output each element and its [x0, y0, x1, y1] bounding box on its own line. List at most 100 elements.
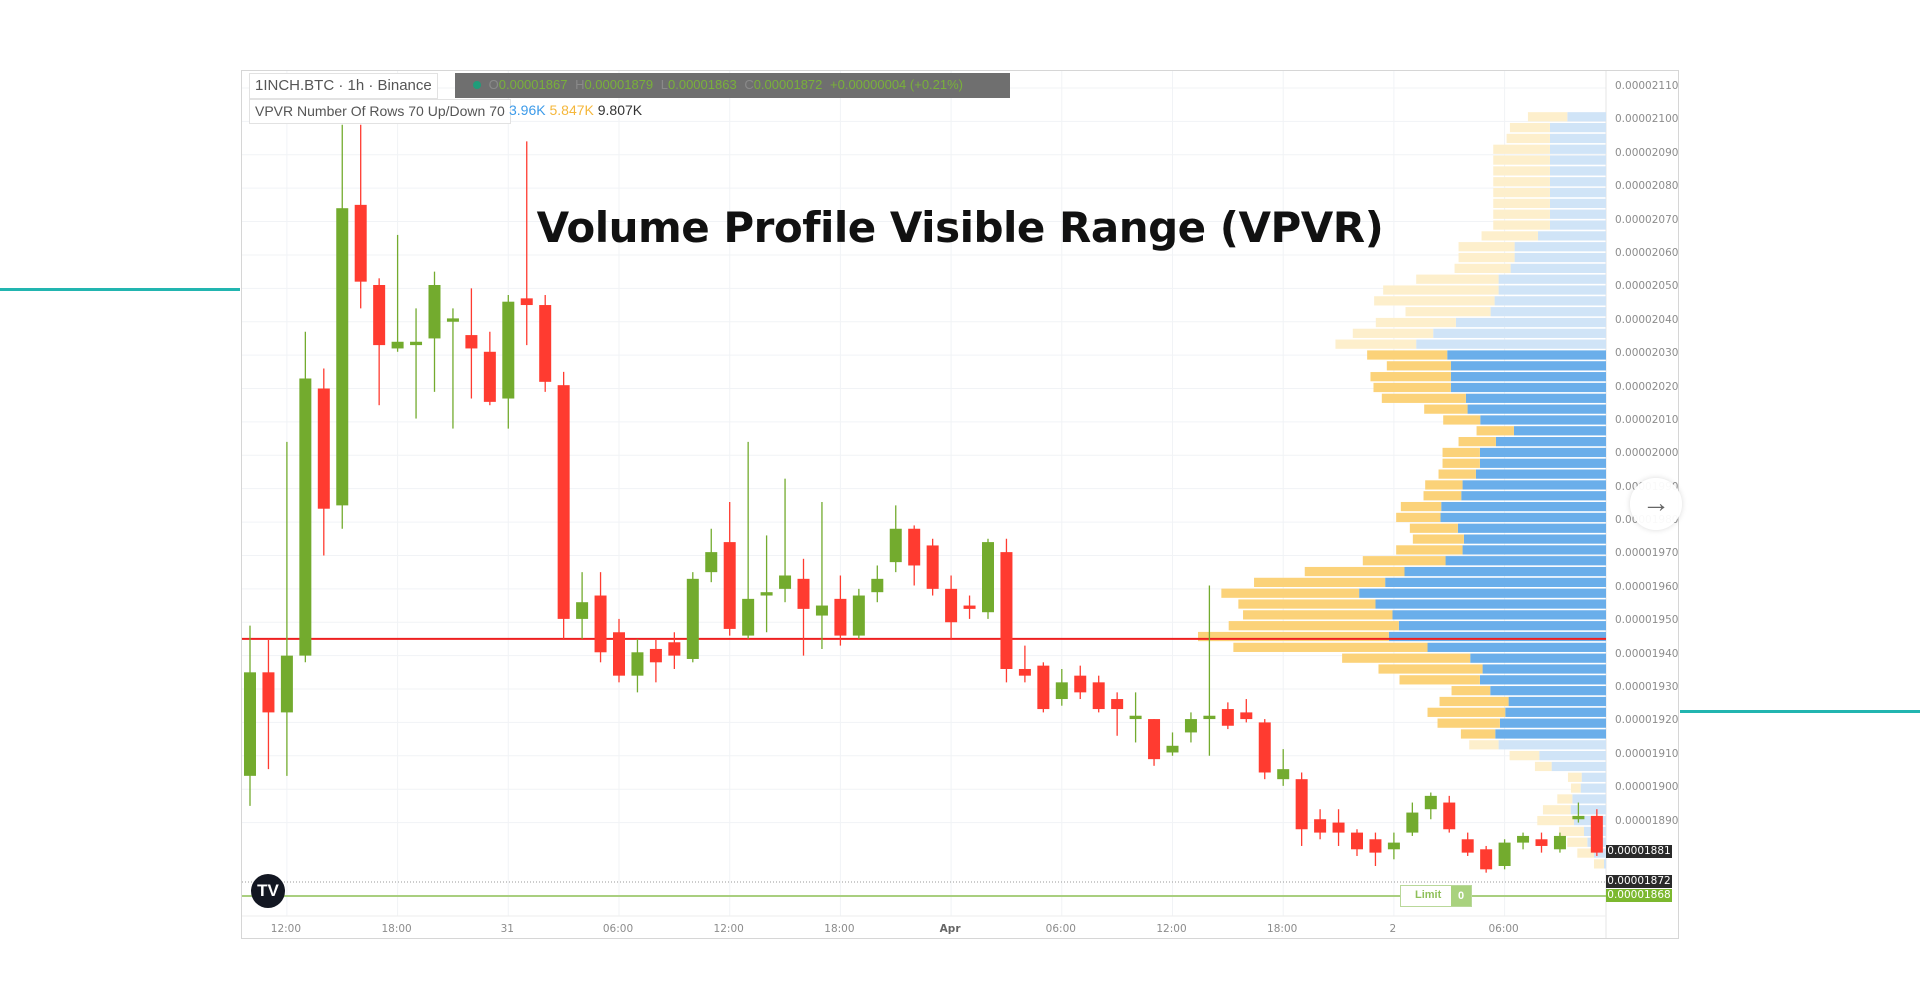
candle-body-down: [520, 298, 533, 306]
vp-row-up-bar: [1392, 610, 1606, 620]
candle-body-up: [244, 672, 256, 776]
vp-row-down-bar: [1228, 621, 1399, 631]
vp-row-up-bar: [1593, 848, 1606, 858]
vp-row-up-bar: [1549, 155, 1606, 165]
vp-row-up-bar: [1537, 231, 1606, 241]
vp-row-down-bar: [1254, 577, 1386, 588]
vp-row-down-bar: [1374, 296, 1495, 306]
tradingview-logo[interactable]: TV: [251, 874, 285, 908]
vp-row-down-bar: [1370, 372, 1451, 382]
chart-plot[interactable]: [242, 71, 1679, 939]
candle-body-down: [1590, 815, 1603, 853]
chart-frame[interactable]: [241, 70, 1679, 939]
vp-row-down-bar: [1458, 242, 1515, 252]
vp-row-down-bar: [1378, 664, 1483, 674]
vp-row-down-bar: [1458, 437, 1496, 447]
vp-row-up-bar: [1398, 621, 1606, 631]
candle-body-down: [963, 605, 976, 609]
vp-row-up-bar: [1581, 772, 1606, 782]
candle-body-up: [1166, 745, 1179, 753]
vp-row-down-bar: [1427, 707, 1506, 717]
scroll-to-realtime-arrow-icon[interactable]: →: [1630, 478, 1682, 530]
vp-row-up-bar: [1490, 307, 1606, 317]
candle-body-down: [834, 598, 847, 636]
candle-body-down: [1258, 722, 1271, 773]
candle-body-down: [926, 545, 939, 589]
limit-order-label[interactable]: Limit 0: [1400, 885, 1472, 907]
candle-body-down: [354, 204, 367, 282]
vp-row-down-bar: [1537, 815, 1574, 826]
candle-body-up: [1498, 842, 1511, 866]
vp-row-up-bar: [1510, 263, 1606, 273]
vp-row-up-bar: [1427, 642, 1606, 652]
time-tick-label: 06:00: [1488, 923, 1519, 935]
vp-row-up-bar: [1461, 491, 1606, 501]
price-tick-label: 0.00002100: [1615, 113, 1679, 126]
vp-row-down-bar: [1469, 740, 1499, 750]
indicator-values: 3.96K 5.847K 9.807K: [509, 102, 642, 118]
vp-row-down-bar: [1412, 534, 1464, 544]
high-key: H: [575, 77, 585, 92]
vp-row-up-bar: [1482, 664, 1606, 674]
vp-row-down-bar: [1476, 426, 1514, 436]
candle-body-down: [1074, 675, 1087, 693]
candle-body-down: [1000, 552, 1013, 669]
vp-row-up-bar: [1498, 274, 1606, 284]
candle-body-down: [1535, 839, 1548, 846]
vp-row-down-bar: [1506, 133, 1550, 144]
low-key: L: [660, 77, 668, 92]
vp-row-down-bar: [1416, 274, 1499, 284]
indicator-legend[interactable]: VPVR Number Of Rows 70 Up/Down 70: [249, 99, 511, 124]
vp-row-up-bar: [1385, 577, 1606, 588]
symbol-legend[interactable]: 1INCH.BTC · 1h · Binance: [249, 73, 438, 99]
indicator-total-value: 9.807K: [597, 102, 643, 118]
vp-row-down-bar: [1405, 307, 1491, 317]
vp-row-down-bar: [1439, 696, 1509, 707]
vp-row-up-bar: [1549, 144, 1606, 154]
candle-body-down: [262, 672, 275, 713]
price-tick-label: 0.00002060: [1615, 246, 1679, 259]
candle-body-down: [373, 285, 386, 346]
vp-row-up-bar: [1551, 761, 1606, 772]
limit-order-type: Limit: [1415, 889, 1442, 901]
candle-body-up: [1277, 769, 1290, 780]
candle-body-down: [613, 632, 625, 676]
vp-row-up-bar: [1570, 805, 1606, 815]
candle-body-down: [1148, 719, 1161, 760]
candle-body-up: [1129, 715, 1142, 720]
vp-row-down-bar: [1493, 144, 1550, 154]
candle-body-up: [576, 602, 589, 619]
vp-row-down-bar: [1437, 718, 1500, 728]
vp-row-down-bar: [1493, 155, 1550, 165]
vp-row-up-bar: [1447, 350, 1606, 360]
candle-body-up: [705, 552, 718, 573]
candle-body-down: [908, 528, 921, 566]
vp-row-up-bar: [1416, 339, 1606, 349]
vp-row-down-bar: [1458, 252, 1515, 263]
candle-body-up: [889, 528, 902, 563]
last-price-tag: 0.00001881: [1606, 845, 1672, 858]
price-tick-label: 0.00001940: [1615, 647, 1679, 660]
vp-row-up-bar: [1549, 220, 1606, 230]
vp-row-up-bar: [1549, 187, 1606, 198]
open-value: 0.00001867: [498, 77, 568, 92]
candle-body-up: [336, 208, 349, 506]
candle-body-up: [410, 341, 423, 346]
vp-row-down-bar: [1238, 599, 1376, 609]
candle-body-down: [1332, 822, 1345, 833]
vp-row-down-bar: [1527, 112, 1568, 122]
vp-row-down-bar: [1399, 675, 1480, 685]
candle-body-up: [299, 378, 312, 656]
price-tick-label: 0.00002030: [1615, 347, 1679, 360]
time-tick-label: 18:00: [381, 923, 412, 935]
candle-body-down: [1461, 839, 1474, 853]
vp-row-up-bar: [1495, 437, 1606, 447]
vp-row-down-bar: [1442, 458, 1480, 468]
candle-body-up: [760, 592, 773, 596]
vp-row-up-bar: [1573, 815, 1606, 826]
vp-row-up-bar: [1462, 480, 1606, 490]
vp-row-up-bar: [1475, 469, 1606, 479]
price-tick-label: 0.00002070: [1615, 213, 1679, 226]
vp-row-up-bar: [1388, 631, 1606, 642]
accent-line-left: [0, 288, 240, 291]
